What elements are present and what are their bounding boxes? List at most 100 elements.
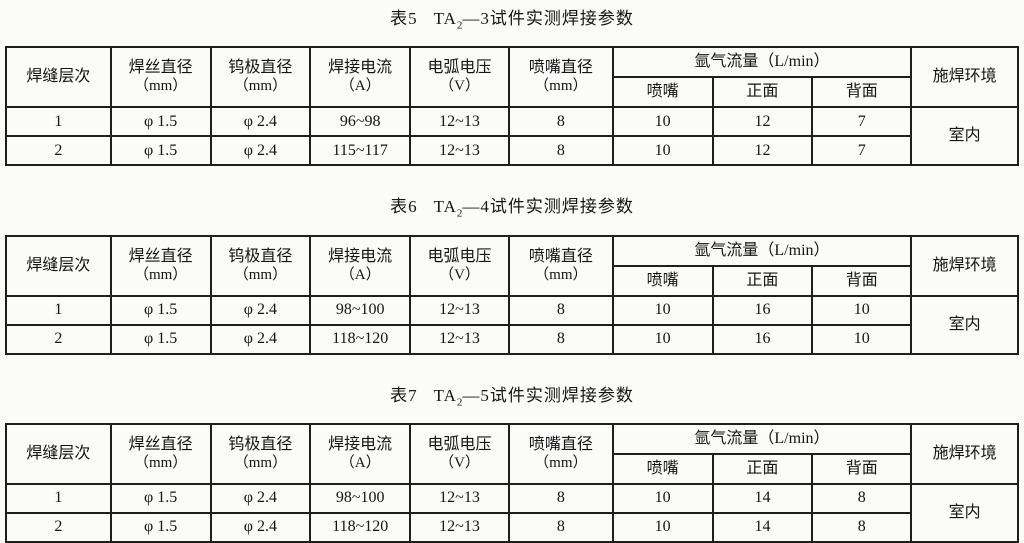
header-environment: 施焊环境 xyxy=(910,234,1019,297)
data-cell: 115~117 xyxy=(309,135,412,167)
header-tungsten-diameter: 钨极直径 （mm） xyxy=(209,234,312,297)
header-nozzle-diameter-label: 喷嘴直径 xyxy=(528,247,593,265)
data-cell: 118~120 xyxy=(309,512,412,543)
header-tungsten-diameter-label: 钨极直径 xyxy=(228,59,293,77)
header-argon-front: 正面 xyxy=(711,76,814,109)
table-row: 1 φ 1.5 φ 2.4 96~98 12~13 8 10 12 7 室内 xyxy=(5,106,1019,167)
table-row: 2 φ 1.5 φ 2.4 118~120 12~13 8 10 14 8 xyxy=(5,512,1018,543)
header-argon-front: 正面 xyxy=(711,453,814,486)
header-tungsten-diameter: 钨极直径 （mm） xyxy=(209,46,312,109)
data-cell: φ 1.5 xyxy=(109,323,212,355)
header-nozzle-diameter: 喷嘴直径 （mm） xyxy=(507,46,614,109)
environment-cell: 室内 xyxy=(910,106,1019,167)
data-cell: φ 2.4 xyxy=(209,106,312,138)
header-arc-voltage-unit: （V） xyxy=(439,78,480,95)
environment-cell: 室内 xyxy=(910,294,1019,355)
data-cell: 10 xyxy=(811,323,913,355)
data-cell: 8 xyxy=(507,294,614,326)
data-cell: 10 xyxy=(611,323,714,355)
data-cell: 7 xyxy=(811,135,913,167)
table-row: 1 φ 1.5 φ 2.4 98~100 12~13 8 10 14 8 室内 xyxy=(5,483,1019,543)
table5-caption-rest: —3试件实测焊接参数 xyxy=(462,9,634,28)
header-argon-back: 背面 xyxy=(811,76,913,109)
header-nozzle-diameter-label: 喷嘴直径 xyxy=(528,436,593,454)
data-cell: φ 2.4 xyxy=(209,323,312,355)
data-cell: 8 xyxy=(811,483,913,515)
header-argon-front: 正面 xyxy=(711,264,814,297)
table7-welding-parameters: 焊缝层次 焊丝直径 （mm） 钨极直径 （mm） 焊接电流 （A） 电弧电压 （V） 喷… xyxy=(5,423,1019,543)
header-wire-diameter-label: 焊丝直径 xyxy=(128,436,193,454)
data-cell: 12~13 xyxy=(409,323,510,355)
header-welding-current-label: 焊接电流 xyxy=(328,247,393,265)
header-welding-current: 焊接电流 （A） xyxy=(309,423,412,486)
header-argon-nozzle: 喷嘴 xyxy=(611,76,714,109)
header-arc-voltage-unit: （V） xyxy=(439,266,480,283)
data-cell: φ 1.5 xyxy=(109,135,212,167)
header-arc-voltage-unit: （V） xyxy=(439,455,480,472)
table5-caption-number: 表5 xyxy=(390,9,418,28)
header-weld-layer: 焊缝层次 xyxy=(5,234,112,297)
table6-caption-series: TA xyxy=(433,197,457,217)
header-welding-current-unit: （A） xyxy=(339,455,381,472)
table-row: 1 φ 1.5 φ 2.4 98~100 12~13 8 10 16 10 室内 xyxy=(5,294,1019,355)
table7-caption-rest: —5试件实测焊接参数 xyxy=(462,385,634,405)
table5-caption: 表5 TA2—3试件实测焊接参数 xyxy=(0,8,1024,36)
header-wire-diameter: 焊丝直径 （mm） xyxy=(109,423,212,486)
data-cell: 8 xyxy=(507,512,614,543)
data-cell: 10 xyxy=(611,512,714,543)
header-nozzle-diameter-label: 喷嘴直径 xyxy=(528,59,593,77)
header-nozzle-diameter: 喷嘴直径 （mm） xyxy=(507,234,614,297)
table6-caption: 表6 TA2—4试件实测焊接参数 xyxy=(0,196,1024,224)
data-cell: 10 xyxy=(611,294,714,326)
table7-caption: 表7 TA2—5试件实测焊接参数 xyxy=(0,385,1024,413)
data-cell: φ 1.5 xyxy=(109,294,212,326)
data-cell: 14 xyxy=(711,512,814,543)
header-arc-voltage: 电弧电压 （V） xyxy=(409,234,510,297)
data-cell: 7 xyxy=(811,106,913,138)
data-cell: 2 xyxy=(5,323,112,355)
header-environment: 施焊环境 xyxy=(910,46,1019,109)
header-tungsten-diameter-unit: （mm） xyxy=(233,78,288,95)
data-cell: 12~13 xyxy=(409,135,510,167)
header-tungsten-diameter-label: 钨极直径 xyxy=(228,247,293,265)
data-cell: 10 xyxy=(611,483,714,515)
header-weld-layer: 焊缝层次 xyxy=(5,423,112,486)
data-cell: 12~13 xyxy=(409,294,510,326)
header-arc-voltage-label: 电弧电压 xyxy=(427,247,492,265)
header-nozzle-diameter: 喷嘴直径 （mm） xyxy=(507,423,614,486)
data-cell: 1 xyxy=(5,483,112,515)
data-cell: 118~120 xyxy=(309,323,412,355)
data-cell: 2 xyxy=(5,512,112,543)
data-cell: φ 2.4 xyxy=(209,294,312,326)
header-environment: 施焊环境 xyxy=(910,423,1019,486)
data-cell: 10 xyxy=(811,294,913,326)
header-nozzle-diameter-unit: （mm） xyxy=(534,455,588,472)
data-cell: φ 2.4 xyxy=(209,483,312,515)
header-argon-flow: 氩气流量（L/min） xyxy=(611,46,913,79)
header-wire-diameter: 焊丝直径 （mm） xyxy=(109,46,212,109)
table6-welding-parameters: 焊缝层次 焊丝直径 （mm） 钨极直径 （mm） 焊接电流 （A） 电弧电压 （V） 喷… xyxy=(5,234,1019,355)
data-cell: 16 xyxy=(711,323,814,355)
header-arc-voltage: 电弧电压 （V） xyxy=(409,423,510,486)
data-cell: 14 xyxy=(711,483,814,515)
table6-caption-number: 表6 xyxy=(390,197,418,217)
data-cell: 12~13 xyxy=(409,512,510,543)
data-cell: 12~13 xyxy=(409,106,510,138)
header-wire-diameter-unit: （mm） xyxy=(133,266,188,283)
header-welding-current-label: 焊接电流 xyxy=(328,436,393,454)
data-cell: 10 xyxy=(611,135,714,167)
header-wire-diameter: 焊丝直径 （mm） xyxy=(109,234,212,297)
header-welding-current-unit: （A） xyxy=(339,78,381,95)
header-wire-diameter-unit: （mm） xyxy=(133,78,188,95)
header-nozzle-diameter-unit: （mm） xyxy=(534,266,588,283)
table5-caption-subscript: 2 xyxy=(456,19,463,32)
header-welding-current: 焊接电流 （A） xyxy=(309,46,412,109)
header-tungsten-diameter: 钨极直径 （mm） xyxy=(209,423,312,486)
header-argon-back: 背面 xyxy=(811,453,913,486)
data-cell: 8 xyxy=(507,483,614,515)
header-welding-current-unit: （A） xyxy=(339,266,381,283)
data-cell: 8 xyxy=(507,323,614,355)
header-arc-voltage-label: 电弧电压 xyxy=(427,59,492,77)
data-cell: 1 xyxy=(5,106,112,138)
header-wire-diameter-unit: （mm） xyxy=(133,455,188,472)
